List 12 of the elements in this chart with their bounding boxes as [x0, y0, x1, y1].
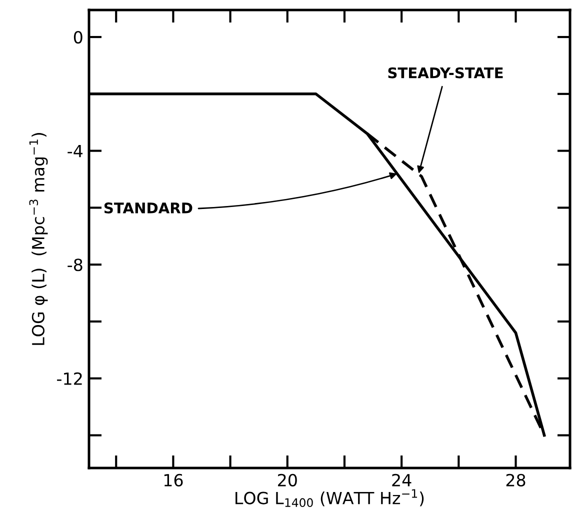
x-tick-label: 20 [278, 474, 297, 486]
annotation: STEADY-STATE [388, 67, 503, 78]
x-tick-label: 24 [392, 474, 412, 486]
x-tick-label: 28 [506, 474, 526, 486]
annotation: STANDARD [104, 202, 192, 214]
y-axis-title: LOG φ (L) (Mpc$^{−3}$ mag$^{−1}$) [29, 133, 48, 345]
x-axis-title: LOG L$_{1400}$ (WATT Hz$^{−1}$) [236, 489, 424, 508]
x-tick-label: 16 [164, 474, 183, 486]
y-tick-label: -12 [57, 372, 82, 385]
y-tick-label: 0 [74, 30, 82, 44]
y-tick-label: -4 [68, 144, 83, 158]
y-tick-label: -8 [68, 258, 82, 272]
